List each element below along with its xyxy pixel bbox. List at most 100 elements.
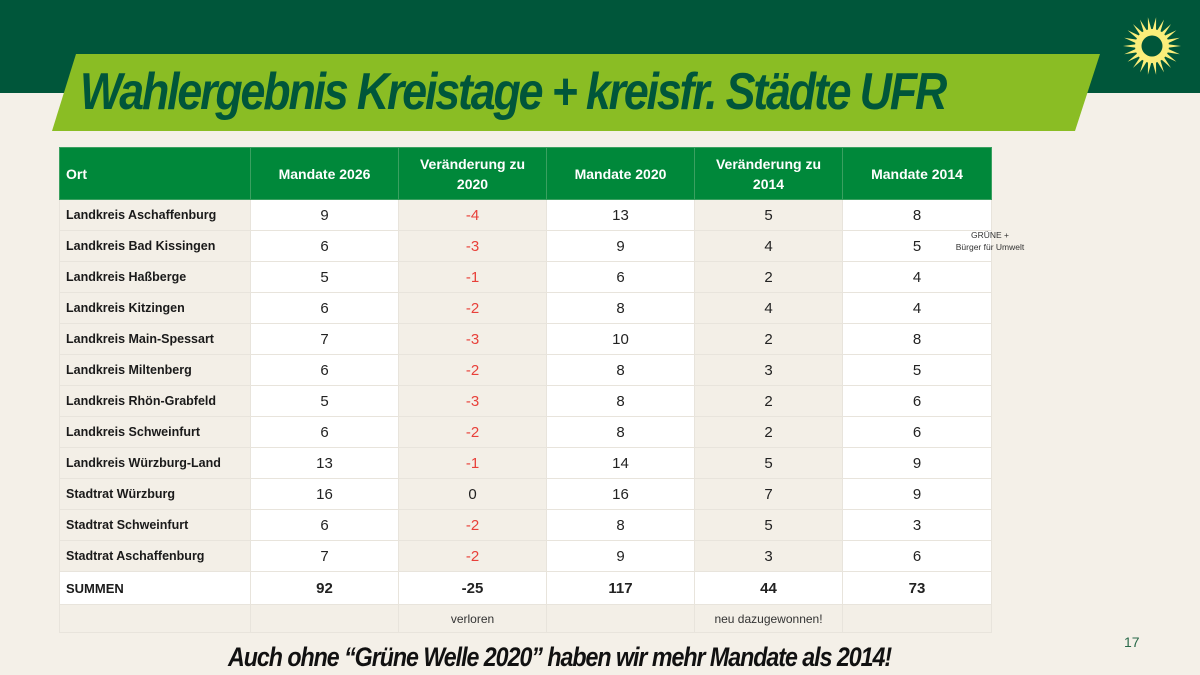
cell-ort: Landkreis Aschaffenburg: [59, 199, 251, 231]
cell-ort: Landkreis Kitzingen: [59, 292, 251, 324]
cell-v2014: 4: [694, 292, 843, 324]
cell-ort: Stadtrat Aschaffenburg: [59, 540, 251, 572]
results-table: Ort Mandate 2026 Veränderung zu 2020 Man…: [59, 147, 992, 633]
table-row: Landkreis Bad Kissingen 6 -3 9 4 5: [59, 230, 992, 262]
cell-m2026: 6: [250, 230, 399, 262]
cell-v2020: -4: [398, 199, 547, 231]
cell-m2026: 9: [250, 199, 399, 231]
note-cell-v2014: neu dazugewonnen!: [694, 604, 843, 633]
cell-m2020: 8: [546, 354, 695, 386]
cell-m2014: 9: [842, 478, 992, 510]
cell-v2014: 4: [694, 230, 843, 262]
cell-m2014: 4: [842, 261, 992, 293]
cell-m2020: 8: [546, 509, 695, 541]
footer-statement: Auch ohne “Grüne Welle 2020” haben wir m…: [228, 642, 892, 672]
cell-v2014: 3: [694, 540, 843, 572]
cell-m2026: 6: [250, 354, 399, 386]
table-row: Landkreis Kitzingen 6 -2 8 4 4: [59, 292, 992, 324]
cell-v2020: -1: [398, 447, 547, 479]
cell-m2014: 6: [842, 540, 992, 572]
column-header-ort: Ort: [59, 147, 251, 200]
cell-m2020: 8: [546, 385, 695, 417]
title-banner: [52, 54, 1100, 131]
cell-m2020: 9: [546, 230, 695, 262]
table-row: Stadtrat Aschaffenburg 7 -2 9 3 6: [59, 540, 992, 572]
cell-m2014: 6: [842, 385, 992, 417]
sunflower-logo-icon: [1123, 17, 1181, 75]
cell-m2014: 8: [842, 199, 992, 231]
note-cell-ort: [59, 604, 251, 633]
cell-ort: Landkreis Würzburg-Land: [59, 447, 251, 479]
column-header-mandate-2026: Mandate 2026: [250, 147, 399, 200]
page-number: 17: [1124, 634, 1140, 650]
cell-ort: Landkreis Rhön-Grabfeld: [59, 385, 251, 417]
cell-m2026: 6: [250, 292, 399, 324]
sum-cell-m2014: 73: [842, 571, 992, 605]
cell-ort: Landkreis Bad Kissingen: [59, 230, 251, 262]
table-row: Landkreis Aschaffenburg 9 -4 13 5 8: [59, 199, 992, 231]
cell-ort: Stadtrat Schweinfurt: [59, 509, 251, 541]
cell-m2014: 8: [842, 323, 992, 355]
cell-m2020: 13: [546, 199, 695, 231]
cell-v2020: -2: [398, 416, 547, 448]
cell-v2014: 7: [694, 478, 843, 510]
cell-m2014: 5: [842, 230, 992, 262]
sum-row: SUMMEN 92 -25 117 44 73: [59, 571, 992, 605]
annotation-line-2: Bürger für Umwelt: [955, 242, 1025, 252]
note-cell-m2026: [250, 604, 399, 633]
cell-v2014: 5: [694, 199, 843, 231]
annotation-line-1: GRÜNE +: [970, 230, 1010, 240]
cell-m2026: 5: [250, 261, 399, 293]
table-row: Landkreis Main-Spessart 7 -3 10 2 8: [59, 323, 992, 355]
note-cell-m2020: [546, 604, 695, 633]
cell-v2020: -3: [398, 385, 547, 417]
cell-v2014: 5: [694, 509, 843, 541]
cell-v2014: 2: [694, 261, 843, 293]
cell-m2026: 16: [250, 478, 399, 510]
cell-m2026: 7: [250, 323, 399, 355]
column-header-veraenderung-2020: Veränderung zu 2020: [398, 147, 547, 200]
note-cell-m2014: [842, 604, 992, 633]
cell-m2020: 8: [546, 292, 695, 324]
cell-v2014: 3: [694, 354, 843, 386]
cell-m2020: 16: [546, 478, 695, 510]
table-row: Stadtrat Schweinfurt 6 -2 8 5 3: [59, 509, 992, 541]
cell-m2014: 4: [842, 292, 992, 324]
cell-v2020: -3: [398, 230, 547, 262]
cell-m2026: 5: [250, 385, 399, 417]
column-header-mandate-2020: Mandate 2020: [546, 147, 695, 200]
cell-m2014: 6: [842, 416, 992, 448]
table-row: Landkreis Haßberge 5 -1 6 2 4: [59, 261, 992, 293]
table-row: Landkreis Miltenberg 6 -2 8 3 5: [59, 354, 992, 386]
cell-m2026: 7: [250, 540, 399, 572]
cell-m2014: 3: [842, 509, 992, 541]
cell-v2020: -2: [398, 354, 547, 386]
notes-row: verloren neu dazugewonnen!: [59, 604, 992, 633]
table-row: Landkreis Würzburg-Land 13 -1 14 5 9: [59, 447, 992, 479]
cell-m2026: 6: [250, 416, 399, 448]
table-row: Stadtrat Würzburg 16 0 16 7 9: [59, 478, 992, 510]
sum-cell-v2014: 44: [694, 571, 843, 605]
table-row: Landkreis Schweinfurt 6 -2 8 2 6: [59, 416, 992, 448]
cell-ort: Landkreis Miltenberg: [59, 354, 251, 386]
cell-v2020: -3: [398, 323, 547, 355]
cell-m2020: 10: [546, 323, 695, 355]
sum-cell-ort: SUMMEN: [59, 571, 251, 605]
cell-m2014: 9: [842, 447, 992, 479]
annotation-note: GRÜNE + Bürger für Umwelt: [940, 229, 1040, 253]
cell-m2020: 6: [546, 261, 695, 293]
cell-m2020: 8: [546, 416, 695, 448]
sum-cell-v2020: -25: [398, 571, 547, 605]
sum-cell-m2020: 117: [546, 571, 695, 605]
cell-v2014: 5: [694, 447, 843, 479]
cell-m2020: 9: [546, 540, 695, 572]
column-header-veraenderung-2014: Veränderung zu 2014: [694, 147, 843, 200]
sum-cell-m2026: 92: [250, 571, 399, 605]
table-row: Landkreis Rhön-Grabfeld 5 -3 8 2 6: [59, 385, 992, 417]
cell-m2026: 6: [250, 509, 399, 541]
cell-m2020: 14: [546, 447, 695, 479]
cell-v2020: -1: [398, 261, 547, 293]
cell-m2026: 13: [250, 447, 399, 479]
cell-v2014: 2: [694, 323, 843, 355]
cell-m2014: 5: [842, 354, 992, 386]
